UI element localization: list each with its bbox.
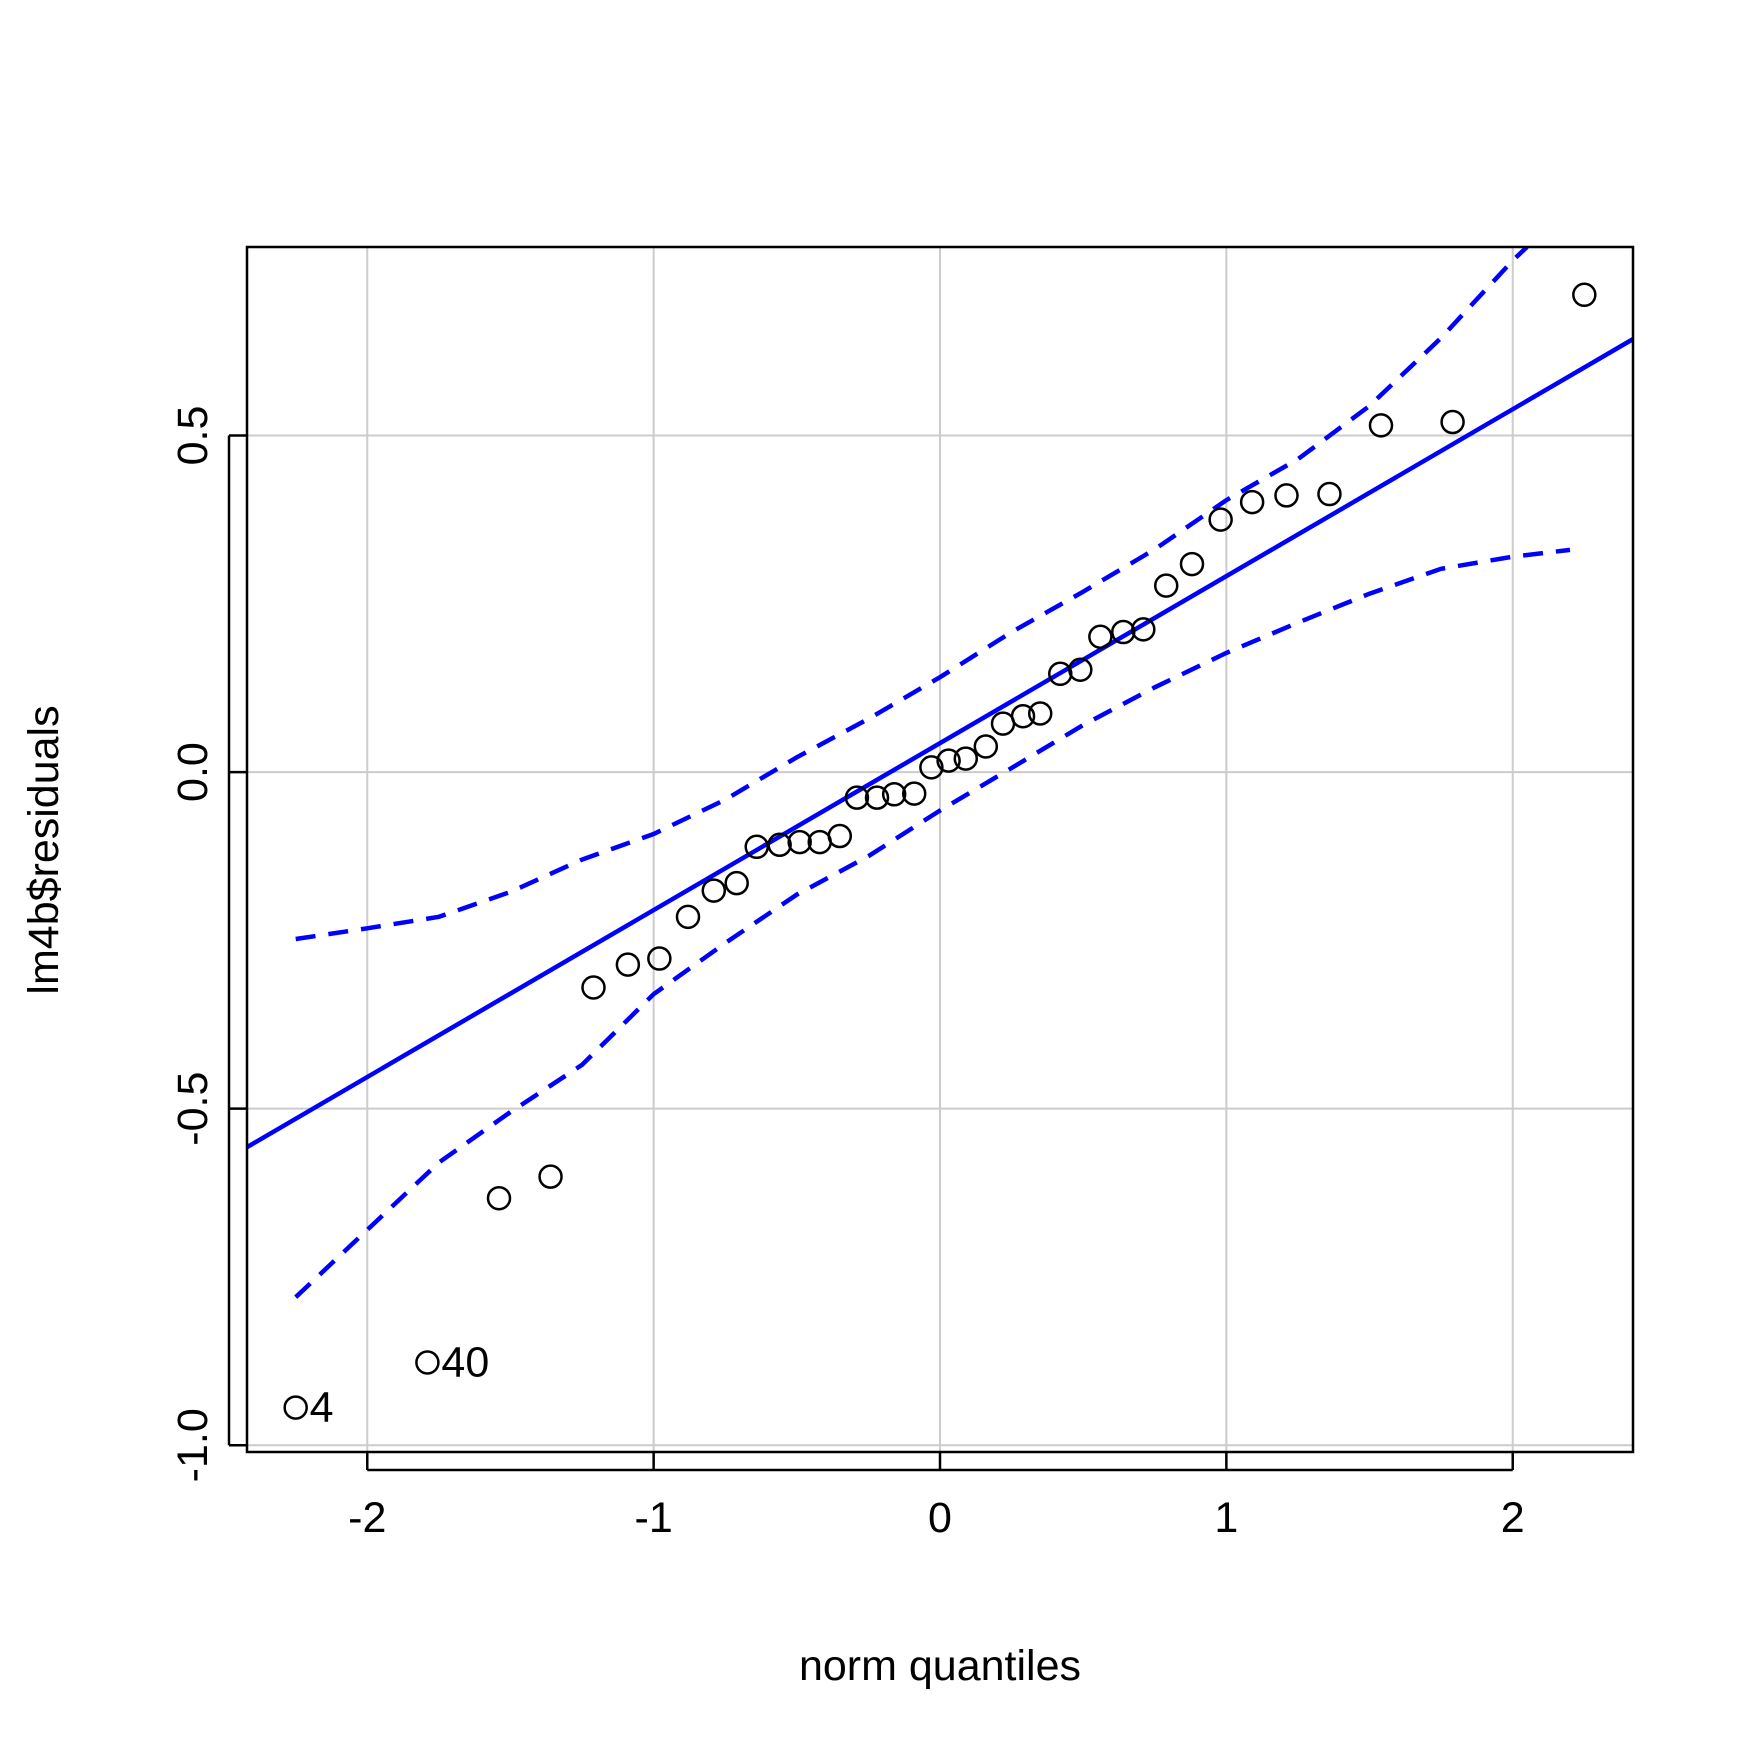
data-point: [486, 1185, 512, 1211]
data-point: [973, 734, 999, 759]
y-tick-label: 0.5: [169, 406, 217, 466]
data-point: [953, 746, 979, 771]
y-tick-label: -0.5: [169, 1072, 217, 1146]
grid-lines: [247, 247, 1633, 1452]
x-axis-title: norm quantiles: [799, 1642, 1081, 1690]
data-point: [1208, 507, 1233, 532]
data-point: [881, 782, 907, 807]
data-point: [1088, 624, 1113, 650]
x-axis: -2 -1 0 1 2: [348, 1452, 1525, 1542]
data-point: [415, 1350, 440, 1375]
data-point: [787, 829, 812, 855]
data-point: [936, 748, 961, 773]
data-point: [1153, 573, 1179, 598]
x-tick-label: -2: [348, 1494, 386, 1542]
data-point: [844, 785, 870, 810]
data-point: [1111, 619, 1136, 645]
reference-line-group: [247, 337, 1633, 1150]
data-point: [864, 785, 890, 810]
data-point: [767, 832, 792, 858]
y-tick-label: 0.0: [169, 742, 217, 802]
x-tick-label: 1: [1214, 1494, 1238, 1542]
data-point: [701, 878, 727, 903]
data-points: [283, 282, 1597, 1420]
point-label: 4: [310, 1384, 334, 1432]
y-axis: -1.0 -0.5 0.0 0.5: [169, 406, 247, 1482]
point-labels: 4 40: [310, 1338, 490, 1431]
data-point: [283, 1395, 308, 1420]
data-point: [1131, 617, 1156, 642]
data-point: [647, 946, 672, 971]
x-tick-label: 0: [928, 1494, 952, 1542]
y-axis-title: lm4b$residuals: [20, 705, 68, 994]
data-point: [919, 755, 944, 780]
data-point: [1179, 551, 1205, 577]
confidence-lower-line: [294, 547, 1571, 1299]
data-point: [538, 1164, 563, 1189]
data-point: [827, 823, 853, 849]
data-point: [1239, 489, 1265, 515]
data-point: [1274, 483, 1299, 508]
reference-line: [247, 337, 1633, 1150]
data-point: [901, 781, 927, 806]
data-point: [724, 870, 749, 896]
data-point: [1010, 703, 1036, 729]
data-point: [675, 904, 701, 930]
data-point: [1317, 481, 1342, 507]
data-point: [1068, 657, 1093, 683]
x-tick-label: 2: [1501, 1494, 1525, 1542]
point-label: 40: [441, 1338, 489, 1386]
data-point: [1572, 282, 1597, 308]
data-point: [1027, 701, 1053, 726]
data-point: [615, 952, 641, 977]
confidence-upper-line: [295, 247, 1529, 942]
data-point: [581, 975, 606, 1000]
confidence-band: [294, 247, 1571, 1299]
x-tick-label: -1: [635, 1494, 673, 1542]
data-point: [1368, 413, 1394, 438]
data-point: [1440, 409, 1465, 435]
y-tick-label: -1.0: [169, 1408, 217, 1482]
